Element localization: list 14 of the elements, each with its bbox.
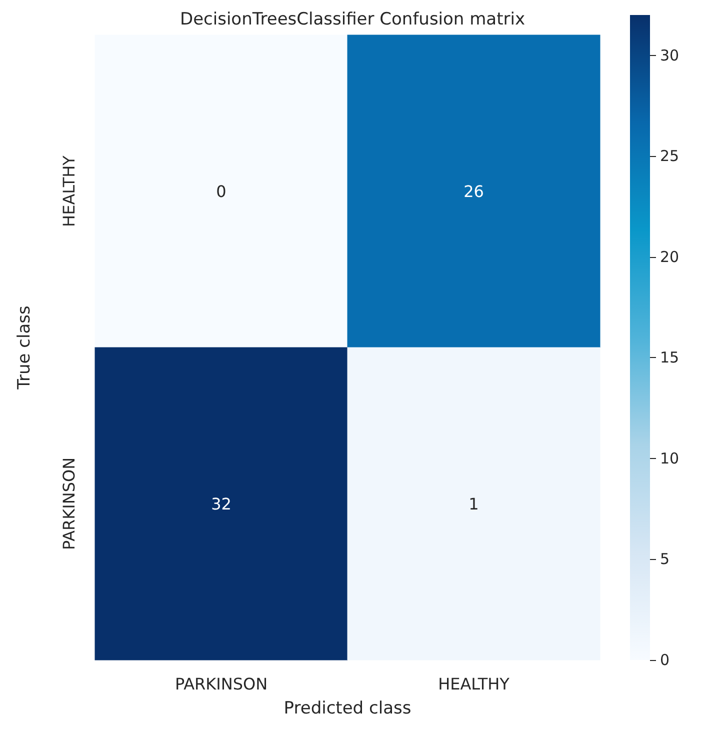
chart-title: DecisionTreesClassifier Confusion matrix bbox=[180, 10, 526, 30]
color-bar-label: 25 bbox=[660, 147, 680, 166]
color-bar-label: 10 bbox=[660, 449, 680, 468]
data-label: 26 bbox=[464, 182, 484, 201]
data-label: 32 bbox=[211, 494, 232, 514]
color-bar-label: 0 bbox=[660, 651, 670, 669]
y-axis-title: True class bbox=[14, 306, 34, 390]
color-bar-label: 30 bbox=[660, 46, 680, 64]
color-bar-label: 5 bbox=[660, 550, 670, 568]
color-bar-label: 15 bbox=[660, 348, 680, 367]
x-axis-title: Predicted class bbox=[284, 698, 412, 718]
data-label: 0 bbox=[216, 182, 226, 201]
color-bar-label: 20 bbox=[660, 248, 680, 266]
data-label: 1 bbox=[468, 494, 479, 514]
